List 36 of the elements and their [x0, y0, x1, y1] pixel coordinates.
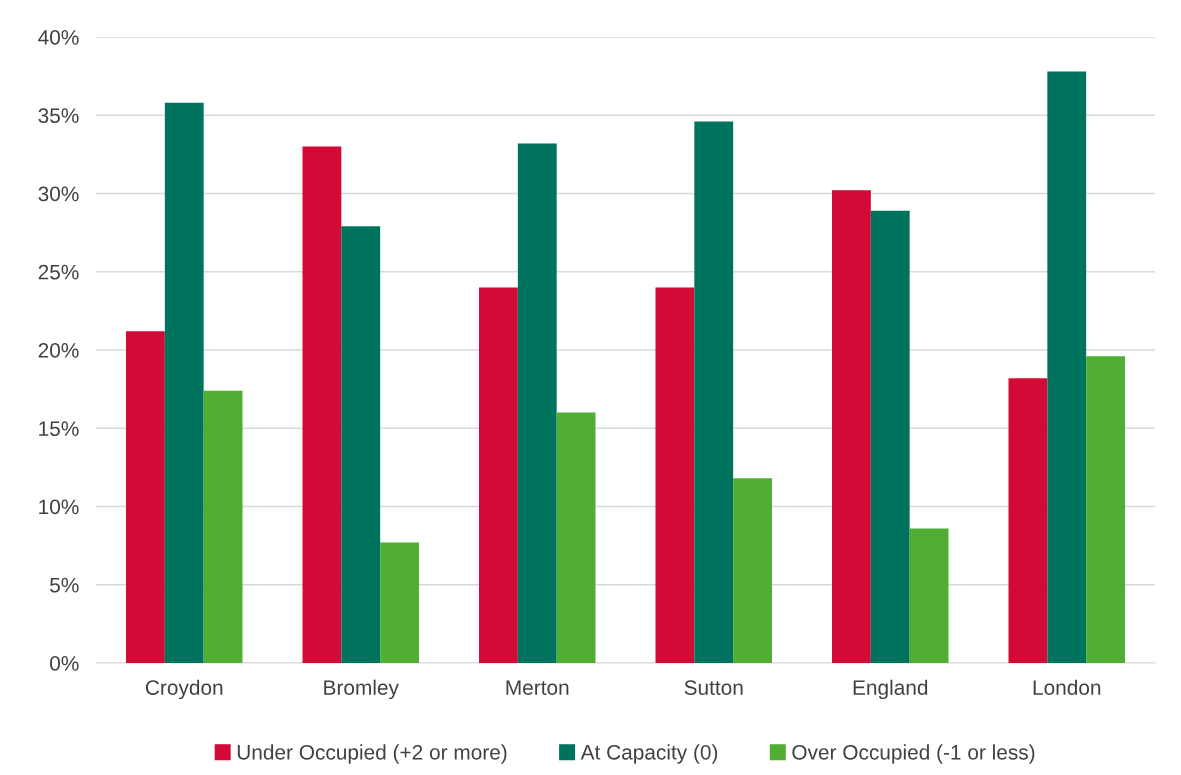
bar	[126, 331, 165, 663]
y-tick-label: 40%	[38, 30, 79, 45]
bar	[203, 390, 243, 663]
x-tick-label: Bromley	[324, 679, 399, 700]
y-tick-label: 5%	[50, 577, 79, 593]
bar	[517, 143, 557, 663]
bar	[909, 528, 949, 663]
bar	[1047, 71, 1087, 663]
y-tick-label: 20%	[38, 343, 79, 358]
bar	[380, 542, 419, 663]
bar	[164, 102, 204, 663]
y-tick-label: 25%	[38, 264, 79, 280]
bar	[655, 287, 695, 663]
bar	[1008, 378, 1048, 663]
bar	[302, 146, 342, 663]
bar	[556, 412, 596, 663]
bar	[694, 121, 734, 663]
bar	[832, 190, 871, 663]
x-tick-label: Croydon	[145, 679, 223, 700]
bar	[1086, 356, 1125, 663]
bar	[341, 226, 381, 663]
legend-label: At Capacity (0)	[580, 744, 718, 764]
legend-label: Under Occupied (+2 or more)	[237, 744, 507, 764]
x-tick-label: Sutton	[684, 680, 743, 695]
x-tick-label: Merton	[506, 680, 569, 695]
y-tick-label: 35%	[38, 108, 79, 123]
bar	[733, 478, 772, 663]
y-tick-label: 15%	[39, 421, 79, 436]
y-tick-label: 10%	[39, 499, 79, 515]
y-tick-label: 0%	[50, 656, 79, 671]
bar	[479, 287, 518, 663]
x-tick-label: England	[853, 679, 928, 700]
legend-label: Over Occupied (-1 or less)	[792, 744, 1035, 764]
y-tick-label: 30%	[38, 186, 79, 202]
bar	[870, 210, 910, 663]
x-tick-label: London	[1033, 679, 1101, 695]
